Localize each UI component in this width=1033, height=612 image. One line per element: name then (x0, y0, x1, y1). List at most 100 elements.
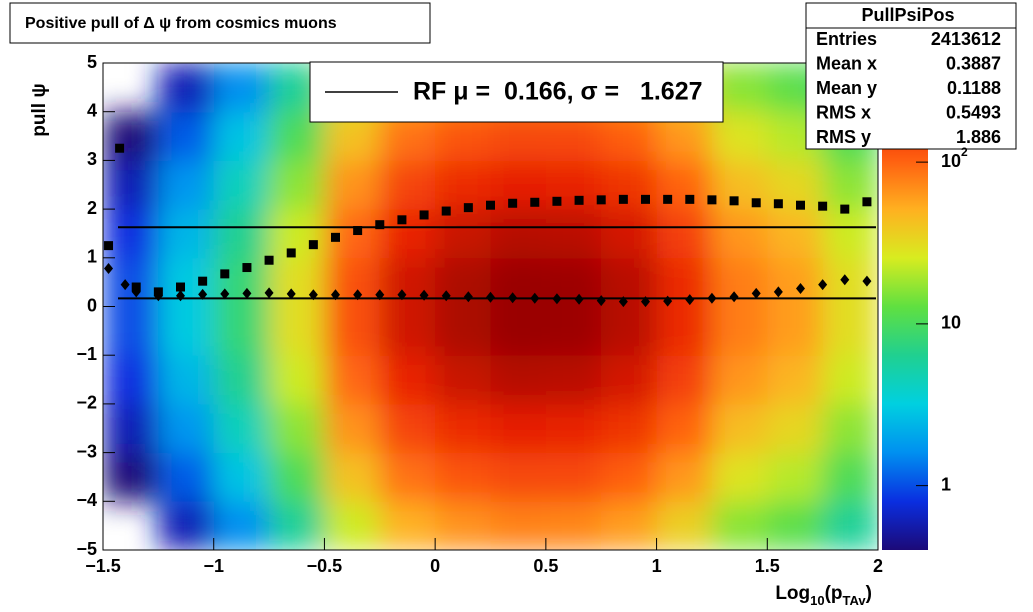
heatmap-cell (490, 403, 547, 454)
heatmap-cell (213, 355, 270, 405)
heatmap-cell (379, 452, 436, 502)
x-label-subscript: 10 (810, 593, 824, 608)
heatmap-cell (711, 257, 768, 307)
heatmap-cell (490, 501, 547, 550)
z-tick-label-base: 10 (941, 151, 961, 171)
heatmap-cell (269, 403, 325, 454)
heatmap-cell (822, 209, 878, 259)
heatmap-cell (103, 403, 159, 454)
diamond-marker (552, 293, 562, 305)
heatmap-cell (767, 209, 824, 259)
diamond-marker (308, 289, 318, 301)
stats-value: 0.5493 (946, 102, 1001, 122)
heatmap-cell (656, 306, 713, 356)
stats-box (805, 2, 1017, 150)
heatmap-cell (324, 403, 381, 454)
diamond-marker (596, 295, 606, 307)
heatmap-cell (822, 403, 878, 454)
heatmap-cell (103, 306, 159, 356)
y-tick-label: −1 (76, 344, 97, 364)
square-marker (773, 199, 783, 209)
heatmap-cell (601, 403, 658, 454)
stats-name: RMS y (816, 127, 871, 147)
y-tick-label: 0 (87, 295, 97, 315)
heatmap-cell (490, 209, 547, 259)
diamond-marker (131, 286, 141, 298)
diamond-marker (463, 291, 473, 303)
square-marker (641, 194, 650, 204)
heatmap-cell (213, 63, 270, 113)
diamond-marker (419, 289, 429, 301)
square-marker (463, 203, 473, 213)
heatmap-cell (767, 257, 824, 307)
heatmap-cell (103, 355, 159, 405)
stats-value: 0.3887 (946, 53, 1001, 73)
x-tick-label: 0 (430, 556, 440, 576)
heatmap-cell (158, 403, 215, 454)
square-marker (574, 195, 584, 205)
square-marker (397, 215, 407, 225)
heatmap-cell (711, 403, 768, 454)
heatmap-cell (103, 209, 159, 259)
y-tick-label: 4 (87, 100, 97, 120)
heatmap (103, 63, 878, 550)
heatmap-cell (103, 111, 159, 161)
square-marker (729, 196, 739, 206)
diamond-marker (530, 292, 540, 304)
heatmap-cell (435, 257, 491, 307)
heatmap-cell (711, 306, 768, 356)
heatmap-cell (158, 355, 215, 405)
y-tick-label: 1 (87, 247, 97, 267)
heatmap-cell (711, 452, 768, 502)
square-marker (552, 196, 562, 206)
heatmap-cell (269, 501, 325, 550)
heatmap-cell (490, 306, 547, 356)
diamond-marker (729, 291, 739, 303)
y-tick-label: −5 (76, 539, 97, 559)
diamond-marker (441, 290, 451, 302)
square-marker (508, 198, 518, 208)
heatmap-cell (767, 452, 824, 502)
square-marker (486, 200, 495, 210)
heatmap-cell (158, 501, 215, 550)
diamond-marker (840, 274, 850, 286)
heatmap-cell (545, 306, 602, 356)
square-marker (862, 197, 872, 207)
stats-value: 1.886 (956, 127, 1001, 147)
heatmap-cell (379, 160, 436, 210)
x-tick-label: 0.5 (533, 556, 558, 576)
heatmap-cell (822, 501, 878, 550)
y-tick-label: 3 (87, 149, 97, 169)
diamond-marker (796, 282, 805, 294)
diamond-marker (486, 291, 495, 303)
heatmap-cell (490, 355, 547, 405)
y-axis-label: pull ψ (29, 83, 50, 136)
square-marker (375, 220, 385, 230)
square-marker (751, 198, 761, 208)
heatmap-cell (435, 501, 491, 550)
diamond-marker (104, 263, 114, 275)
heatmap-cell (379, 355, 436, 405)
diamond-marker (641, 296, 650, 308)
diamond-marker (663, 295, 673, 307)
heatmap-cell (103, 160, 159, 210)
y-tick-label: −3 (76, 441, 97, 461)
square-marker (286, 248, 296, 258)
diamond-marker (574, 293, 584, 305)
heatmap-cell (379, 501, 436, 550)
diamond-marker (176, 290, 185, 302)
z-tick-label-exponent: 2 (961, 145, 968, 159)
heatmap-cell (435, 306, 491, 356)
heatmap-cell (324, 160, 381, 210)
y-tick-label: −4 (76, 490, 97, 510)
diamond-marker (286, 288, 296, 300)
heatmap-cell (822, 355, 878, 405)
diamond-marker (153, 290, 163, 302)
heatmap-cell (269, 452, 325, 502)
heatmap-cell (158, 63, 215, 113)
stats-value: 0.1188 (947, 78, 1001, 98)
diamond-marker (508, 292, 518, 304)
square-marker (618, 194, 628, 204)
square-marker (104, 241, 114, 251)
